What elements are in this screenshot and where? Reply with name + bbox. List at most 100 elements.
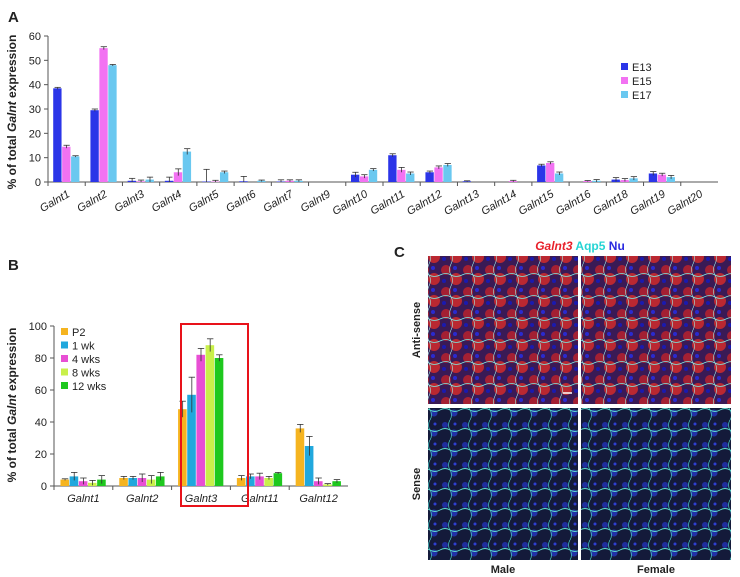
bar-galnt4-e17 <box>182 151 192 182</box>
bar-galnt11-e17 <box>406 173 415 182</box>
x-tick-label-galnt1: Galnt1 <box>67 493 99 505</box>
row-label-antisense: Anti-sense <box>411 302 423 358</box>
legend-swatch-e15 <box>621 77 628 84</box>
y-tick-label: 100 <box>29 321 47 333</box>
legend-label-e17: E17 <box>632 90 652 102</box>
bar-galnt18-e17 <box>629 178 638 182</box>
panel-b-axes: 0 20 40 60 80 100 Galnt1 Galnt2 Galnt3 Galnt11 Gal… <box>29 321 348 505</box>
bar-galnt4-e15 <box>173 172 183 182</box>
bar-galnt15-e15 <box>546 163 555 182</box>
x-tick-label-galnt11: Galnt11 <box>241 493 279 505</box>
bar-galnt3-4-wks <box>196 354 205 486</box>
bar-galnt10-e15 <box>359 176 369 182</box>
x-tick-label-galnt1: Galnt1 <box>38 188 72 215</box>
row-label-sense: Sense <box>411 468 423 500</box>
legend-swatch-12-wks <box>61 382 68 389</box>
bar-galnt11-4-wks <box>255 476 264 486</box>
x-tick-label-galnt12: Galnt12 <box>299 493 338 505</box>
y-tick-label: 10 <box>29 153 41 165</box>
column-label-female: Female <box>637 564 675 576</box>
bar-galnt11-p2 <box>236 478 246 486</box>
x-tick-label-galnt11: Galnt11 <box>368 188 407 217</box>
bar-galnt11-e15 <box>397 169 406 182</box>
panel-b-bars <box>60 338 341 486</box>
x-tick-label-galnt19: Galnt19 <box>628 188 667 218</box>
bar-galnt12-12-wks <box>332 481 341 486</box>
y-tick-label: 50 <box>29 55 41 67</box>
x-tick-label-galnt2: Galnt2 <box>126 493 158 505</box>
x-tick-label-galnt3: Galnt3 <box>185 493 218 505</box>
bar-galnt3-1-wk <box>187 394 196 486</box>
y-tick-label: 20 <box>35 449 47 461</box>
bar-galnt1-p2 <box>60 479 70 486</box>
micrograph-sense-male <box>428 408 578 560</box>
bar-galnt1-1-wk <box>69 476 79 486</box>
bar-galnt19-e13 <box>648 173 658 182</box>
channel-label-aqp5: Aqp5 <box>573 239 606 253</box>
panel-a: A % of total Galnt expression 0 10 20 30 40 5… <box>5 9 718 218</box>
x-tick-label-galnt20: Galnt20 <box>666 188 706 218</box>
bar-galnt11-8-wks <box>264 478 273 486</box>
x-tick-label-galnt2: Galnt2 <box>75 188 109 215</box>
y-tick-label: 40 <box>29 80 41 92</box>
bar-galnt12-e17 <box>443 164 452 182</box>
legend-swatch-e13 <box>621 63 628 70</box>
bar-galnt12-e13 <box>425 172 434 182</box>
bar-galnt2-e13 <box>90 110 99 182</box>
y-tick-label: 80 <box>35 353 47 365</box>
y-tick-label: 0 <box>41 481 47 493</box>
bar-galnt10-e17 <box>368 169 378 182</box>
bar-galnt19-e15 <box>657 174 667 182</box>
channel-label-nu: Nu <box>605 239 624 253</box>
panel-a-y-axis-label: % of total Galnt expression <box>5 35 19 190</box>
y-tick-label: 20 <box>29 128 41 140</box>
legend-label-4-wks: 4 wks <box>72 354 101 366</box>
legend-swatch-1-wk <box>61 341 68 349</box>
bar-galnt2-e17 <box>108 65 117 182</box>
bar-galnt10-e13 <box>350 174 360 182</box>
legend-label-e15: E15 <box>632 76 652 88</box>
y-tick-label: 0 <box>35 177 41 189</box>
bar-galnt12-e15 <box>434 167 443 182</box>
panel-a-letter: A <box>8 9 19 26</box>
x-tick-label-galnt9: Galnt9 <box>299 188 333 215</box>
galnt3-highlight-box <box>180 323 249 507</box>
bar-galnt5-e17 <box>219 172 229 182</box>
legend-label-8-wks: 8 wks <box>72 368 101 380</box>
bar-galnt2-e15 <box>99 48 108 182</box>
panel-b-y-axis-label: % of total Galnt expression <box>5 328 19 483</box>
legend-swatch-8-wks <box>61 368 68 376</box>
bar-galnt3-8-wks <box>205 345 215 486</box>
bar-galnt11-12-wks <box>273 473 283 486</box>
micrograph-sense-female <box>581 408 731 560</box>
y-tick-label: 60 <box>35 385 47 397</box>
column-label-male: Male <box>491 564 515 576</box>
panel-b-letter: B <box>8 257 19 274</box>
panel-c-letter: C <box>394 244 405 261</box>
x-tick-label-galnt14: Galnt14 <box>479 188 518 218</box>
x-tick-label-galnt13: Galnt13 <box>442 188 482 218</box>
legend-swatch-p2 <box>61 328 68 335</box>
x-tick-label-galnt7: Galnt7 <box>261 188 296 215</box>
legend-label-1-wk: 1 wk <box>72 341 95 353</box>
bar-galnt12-p2 <box>295 428 305 486</box>
y-tick-label: 30 <box>29 104 41 116</box>
x-tick-label-galnt12: Galnt12 <box>405 188 444 218</box>
legend-label-p2: P2 <box>72 327 85 339</box>
x-tick-label-galnt16: Galnt16 <box>554 188 594 218</box>
channel-label-galnt3: Galnt3 <box>535 239 573 253</box>
bar-galnt11-1-wk <box>246 476 255 486</box>
y-tick-label: 60 <box>29 31 41 43</box>
micrograph-antisense-male <box>428 256 578 404</box>
bar-galnt3-12-wks <box>214 358 224 486</box>
bar-galnt15-e13 <box>537 165 546 182</box>
legend-label-e13: E13 <box>632 62 652 74</box>
micrograph-antisense-female <box>581 256 731 404</box>
panel-c: C Galnt3 Aqp5 Nu Anti-sense Sense Male F… <box>394 239 731 576</box>
panel-a-bars <box>53 46 675 182</box>
legend-swatch-e17 <box>621 91 628 98</box>
bar-galnt2-1-wk <box>128 478 138 486</box>
